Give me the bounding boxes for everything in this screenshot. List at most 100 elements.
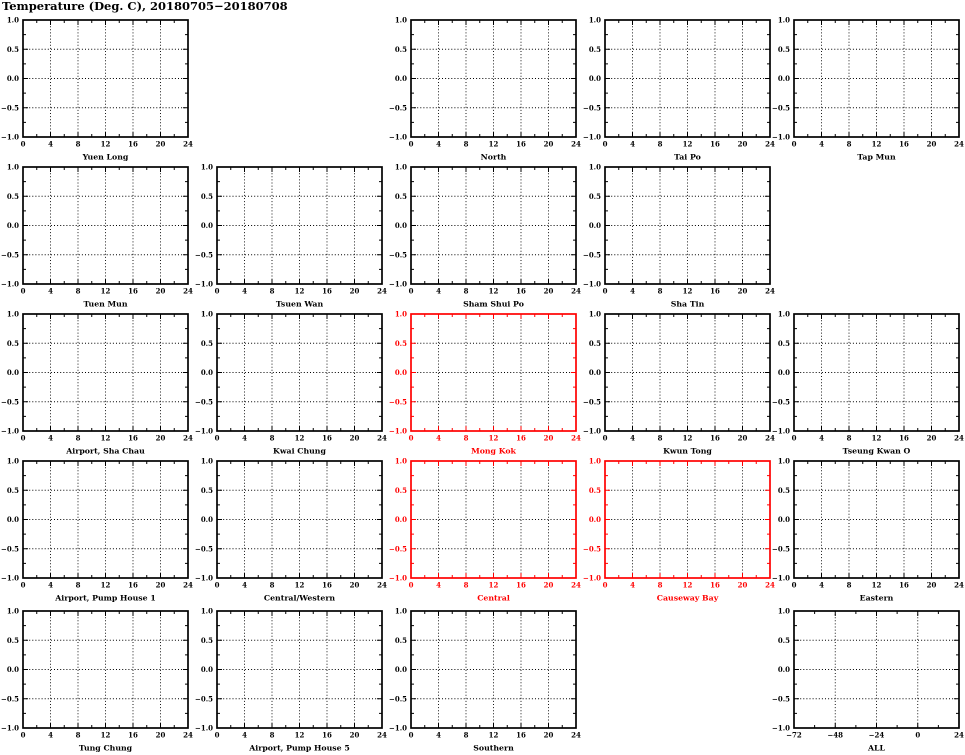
x-tick-label: 8 [76, 287, 81, 296]
y-tick-label: 0.0 [589, 221, 601, 230]
subplot-southern: 1.0 0.5 0.0 −0.5 −1.00 4 8 12 16 20 24 Southern [389, 607, 581, 753]
x-tick-label: 16 [128, 581, 138, 590]
y-tick-label: −1.0 [1, 133, 19, 142]
x-tick-label: 0 [21, 140, 26, 149]
subplot-sha-tin: 1.0 0.5 0.0 −0.5 −1.00 4 8 12 16 20 24 Sha Tin [583, 163, 775, 309]
y-tick-label: 0.0 [395, 74, 407, 83]
y-tick-label: −0.5 [772, 397, 790, 406]
x-tick-label: 12 [295, 434, 305, 443]
y-tick-label: 1.0 [395, 163, 407, 172]
x-tick-label: 16 [899, 434, 909, 443]
x-tick-label: 20 [544, 140, 554, 149]
x-tick-label: 4 [436, 140, 441, 149]
subplot-kwun-tong: 1.0 0.5 0.0 −0.5 −1.00 4 8 12 16 20 24 Kwun Tong [583, 310, 775, 456]
subplot-title: Airport, Pump House 1 [54, 594, 156, 603]
x-tick-label: 20 [738, 434, 748, 443]
y-tick-label: 0.5 [589, 339, 601, 348]
y-tick-label: 0.5 [395, 45, 407, 54]
x-tick-label: 0 [915, 731, 920, 740]
subplot-title: Tai Po [674, 153, 701, 162]
y-tick-label: 0.5 [201, 339, 213, 348]
x-tick-label: 16 [710, 581, 720, 590]
x-tick-label: 4 [48, 581, 53, 590]
y-tick-label: 1.0 [395, 310, 407, 319]
x-tick-label: 24 [954, 434, 964, 443]
y-tick-label: 0.0 [201, 515, 213, 524]
x-tick-label: 24 [765, 140, 775, 149]
tick-marks [793, 610, 960, 729]
x-tick-label: 0 [792, 581, 797, 590]
y-tick-label: 0.5 [7, 486, 19, 495]
y-tick-label: −1.0 [583, 427, 601, 436]
x-tick-label: 12 [872, 581, 882, 590]
subplot-airport-pump-house-5: 1.0 0.5 0.0 −0.5 −1.00 4 8 12 16 20 24 Airport, Pum… [195, 607, 387, 753]
y-tick-label: 0.0 [7, 368, 19, 377]
x-tick-label: −48 [827, 731, 843, 740]
x-tick-label: 0 [21, 581, 26, 590]
x-tick-label: 4 [436, 287, 441, 296]
x-tick-label: 4 [630, 287, 635, 296]
gridlines [411, 167, 576, 284]
y-tick-label: 1.0 [201, 163, 213, 172]
tick-marks [793, 313, 960, 432]
x-tick-label: 12 [101, 581, 111, 590]
x-tick-label: 16 [516, 287, 526, 296]
y-tick-label: 1.0 [778, 310, 790, 319]
x-tick-label: 0 [215, 434, 220, 443]
subplot-tung-chung: 1.0 0.5 0.0 −0.5 −1.00 4 8 12 16 20 24 Tung Chung [1, 607, 193, 753]
x-tick-label: 24 [954, 140, 964, 149]
y-tick-label: 0.5 [395, 486, 407, 495]
x-tick-label: 24 [571, 434, 581, 443]
subplot-kwai-chung: 1.0 0.5 0.0 −0.5 −1.00 4 8 12 16 20 24 Kwai Chung [195, 310, 387, 456]
y-tick-label: −0.5 [1, 694, 19, 703]
gridlines [794, 461, 959, 578]
y-tick-label: −0.5 [389, 544, 407, 553]
x-tick-label: 8 [658, 140, 663, 149]
x-tick-label: 8 [847, 434, 852, 443]
y-tick-label: 1.0 [201, 607, 213, 616]
x-tick-label: 8 [464, 434, 469, 443]
y-tick-label: 0.0 [589, 74, 601, 83]
x-tick-label: 0 [21, 287, 26, 296]
y-tick-label: −0.5 [583, 544, 601, 553]
y-tick-label: 0.0 [7, 74, 19, 83]
y-tick-label: 0.5 [395, 192, 407, 201]
y-tick-label: 0.5 [201, 486, 213, 495]
y-tick-label: 0.0 [589, 368, 601, 377]
x-tick-label: 20 [350, 434, 360, 443]
x-tick-label: 0 [21, 731, 26, 740]
y-tick-label: −0.5 [1, 397, 19, 406]
x-tick-label: 4 [630, 140, 635, 149]
x-tick-label: 8 [658, 287, 663, 296]
y-tick-label: 1.0 [778, 16, 790, 25]
tick-marks [22, 313, 189, 432]
subplot-sham-shui-po: 1.0 0.5 0.0 −0.5 −1.00 4 8 12 16 20 24 Sham Shui Po [389, 163, 581, 309]
tick-marks [22, 19, 189, 138]
y-tick-label: −1.0 [772, 133, 790, 142]
x-tick-label: −24 [869, 731, 885, 740]
x-tick-label: 12 [101, 434, 111, 443]
x-tick-label: 8 [847, 140, 852, 149]
subplot-title: Tung Chung [79, 744, 133, 753]
x-tick-label: 16 [899, 581, 909, 590]
x-tick-label: 16 [899, 140, 909, 149]
y-tick-label: −1.0 [195, 427, 213, 436]
x-tick-label: 16 [322, 434, 332, 443]
x-tick-label: 4 [242, 434, 247, 443]
x-tick-label: 20 [156, 140, 166, 149]
x-tick-label: 12 [489, 140, 499, 149]
x-tick-label: 16 [128, 434, 138, 443]
y-tick-label: 1.0 [395, 16, 407, 25]
subplot-title: Central [477, 594, 510, 603]
y-tick-label: 1.0 [778, 607, 790, 616]
x-tick-label: 24 [765, 581, 775, 590]
y-tick-label: −0.5 [195, 544, 213, 553]
y-tick-label: 0.5 [201, 636, 213, 645]
y-tick-label: 1.0 [201, 310, 213, 319]
gridlines [605, 461, 770, 578]
y-tick-label: 0.5 [395, 339, 407, 348]
y-tick-label: −1.0 [583, 574, 601, 583]
x-tick-label: 0 [409, 731, 414, 740]
x-tick-label: 8 [270, 287, 275, 296]
